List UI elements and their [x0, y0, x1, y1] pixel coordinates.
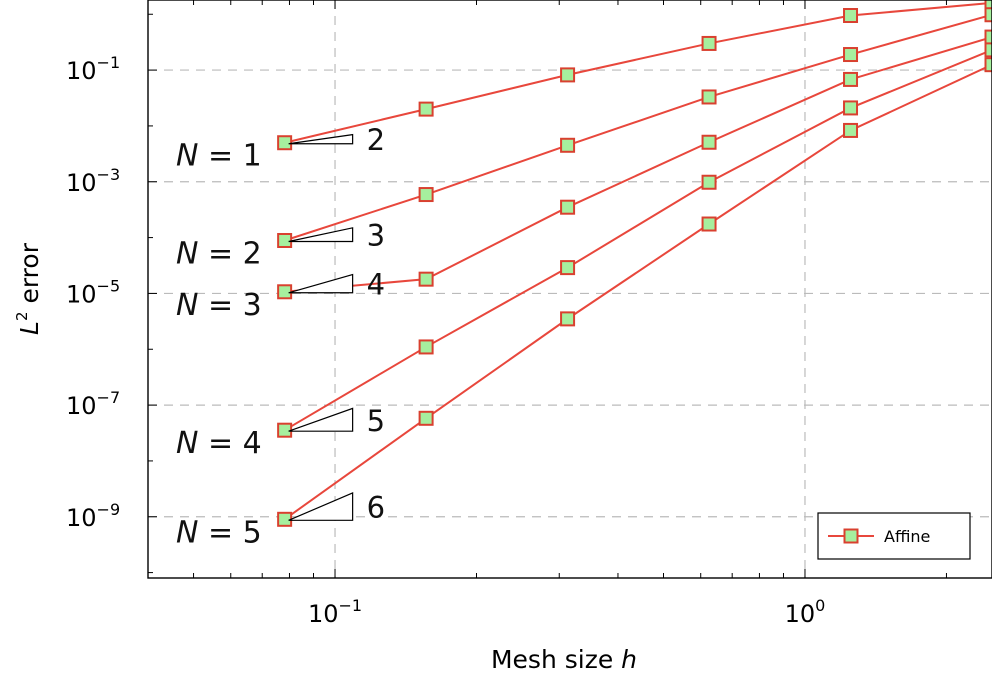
data-point	[701, 134, 717, 150]
slope-label: 2	[367, 123, 385, 157]
series-label: N = 5	[176, 515, 262, 550]
data-point	[560, 137, 576, 153]
data-point	[984, 0, 992, 11]
slope-triangle	[288, 407, 354, 432]
series-line-4	[284, 48, 992, 432]
series-line-5	[284, 63, 992, 521]
x-axis-label: Mesh size h	[491, 645, 637, 674]
series-label: N = 1	[176, 139, 262, 174]
data-point	[701, 35, 717, 51]
legend-marker	[843, 528, 859, 544]
x-tick-label: 10−1	[308, 596, 362, 628]
data-point	[277, 511, 293, 527]
slope-label: 3	[367, 219, 385, 253]
data-point	[984, 29, 992, 45]
data-point	[843, 7, 859, 23]
slope-annotations: 2 N = 1 3 N = 2 4 N = 3 5 N = 4 6 N = 5	[176, 123, 385, 550]
data-point	[984, 7, 992, 23]
data-point	[560, 67, 576, 83]
slope-triangle	[288, 227, 354, 243]
data-point	[984, 57, 992, 73]
axis-ticks	[147, 0, 947, 578]
series-label: N = 2	[176, 236, 262, 271]
data-point	[560, 199, 576, 215]
slope-label: 5	[367, 404, 385, 438]
data-point	[418, 101, 434, 117]
data-point	[277, 422, 293, 438]
x-tick-label: 100	[785, 596, 826, 628]
series-line-3	[284, 36, 992, 293]
data-point	[843, 47, 859, 63]
data-point	[843, 71, 859, 87]
legend-label: Affine	[884, 527, 930, 546]
data-point	[418, 410, 434, 426]
grid-lines	[148, 0, 992, 578]
y-axis-label: L2 error	[13, 242, 44, 335]
data-point	[701, 216, 717, 232]
data-point	[560, 260, 576, 276]
series-line-2	[284, 13, 992, 242]
legend: Affine	[817, 512, 971, 560]
y-tick-label: 10−5	[66, 276, 120, 308]
slope-triangle	[288, 492, 354, 521]
series-lines	[277, 0, 992, 527]
slope-triangle	[288, 133, 354, 145]
series-label: N = 3	[176, 288, 262, 323]
slope-label: 6	[367, 491, 385, 525]
series-line-1	[284, 1, 992, 144]
plot-frame	[147, 0, 992, 579]
data-point	[277, 284, 293, 300]
data-point	[418, 187, 434, 203]
data-point	[984, 42, 992, 58]
series-label: N = 4	[176, 426, 262, 461]
y-tick-label: 10−3	[66, 165, 120, 197]
data-point	[277, 232, 293, 248]
axis-labels: 10−1 100 10−1 10−3 10−5 10−7 10−9 Mesh size h L2…	[13, 53, 825, 674]
data-point	[418, 271, 434, 287]
data-point	[843, 100, 859, 116]
data-point	[701, 174, 717, 190]
data-point	[843, 122, 859, 138]
data-point	[277, 135, 293, 151]
slope-label: 4	[367, 268, 385, 302]
y-tick-label: 10−7	[66, 388, 120, 420]
slope-triangle	[288, 273, 354, 294]
data-point	[418, 339, 434, 355]
data-point	[701, 89, 717, 105]
y-tick-label: 10−1	[66, 53, 120, 85]
y-tick-label: 10−9	[66, 500, 120, 532]
data-point	[560, 311, 576, 327]
